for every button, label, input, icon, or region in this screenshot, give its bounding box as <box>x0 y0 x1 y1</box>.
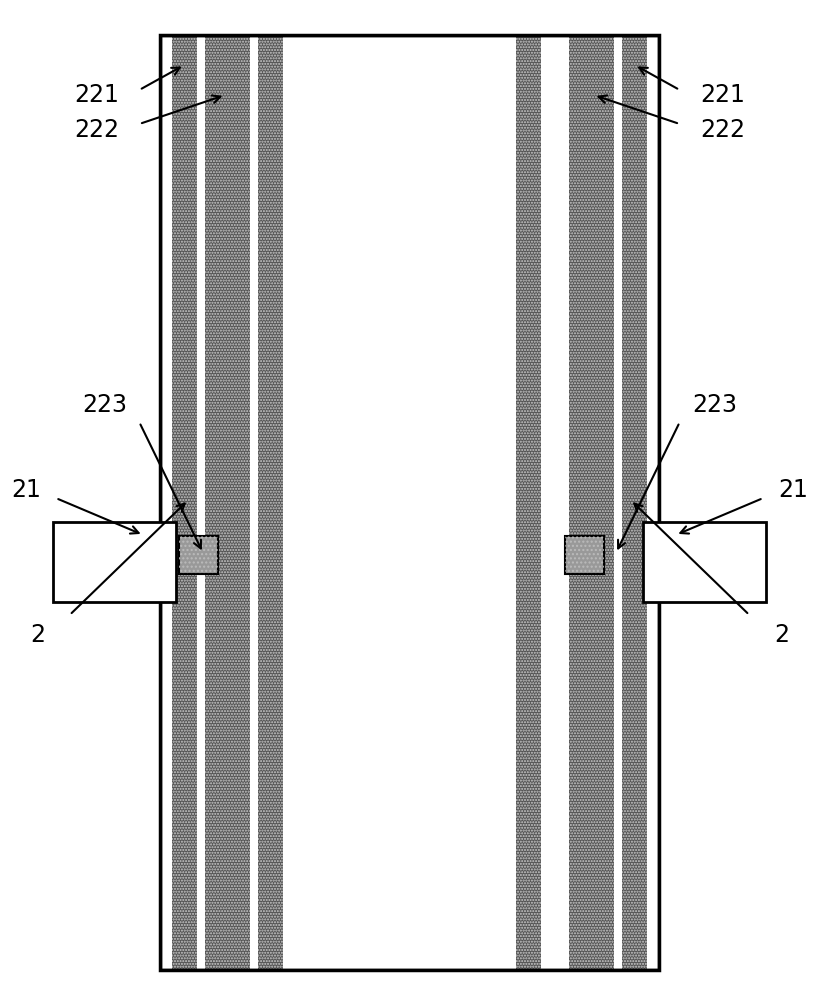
Text: 221: 221 <box>700 83 745 107</box>
Bar <box>614 35 622 970</box>
Text: 221: 221 <box>74 83 119 107</box>
Bar <box>516 35 541 970</box>
Bar <box>565 536 604 574</box>
Bar <box>0 970 819 1000</box>
Bar <box>179 536 218 574</box>
Bar <box>622 35 647 970</box>
Text: 21: 21 <box>11 478 41 502</box>
Bar <box>160 35 659 970</box>
Bar <box>250 35 258 970</box>
Bar <box>569 35 614 970</box>
Bar <box>0 0 160 1000</box>
Bar <box>160 35 659 970</box>
Text: 223: 223 <box>82 393 127 417</box>
Bar <box>643 522 766 602</box>
Bar <box>53 522 176 602</box>
Text: 2: 2 <box>774 623 789 647</box>
Bar <box>565 536 604 574</box>
Bar <box>172 35 197 970</box>
Text: 2: 2 <box>30 623 45 647</box>
Bar <box>205 35 250 970</box>
Bar <box>258 35 283 970</box>
Bar <box>160 35 659 970</box>
Bar <box>516 35 541 970</box>
Bar <box>179 536 218 574</box>
Text: 21: 21 <box>778 478 808 502</box>
Text: 222: 222 <box>74 118 119 142</box>
Bar <box>541 35 549 970</box>
Bar <box>258 35 283 970</box>
Text: 222: 222 <box>700 118 745 142</box>
Bar <box>569 35 614 970</box>
Bar <box>197 35 205 970</box>
Bar <box>622 35 647 970</box>
Bar <box>205 35 250 970</box>
Bar <box>172 35 197 970</box>
Text: 223: 223 <box>692 393 737 417</box>
